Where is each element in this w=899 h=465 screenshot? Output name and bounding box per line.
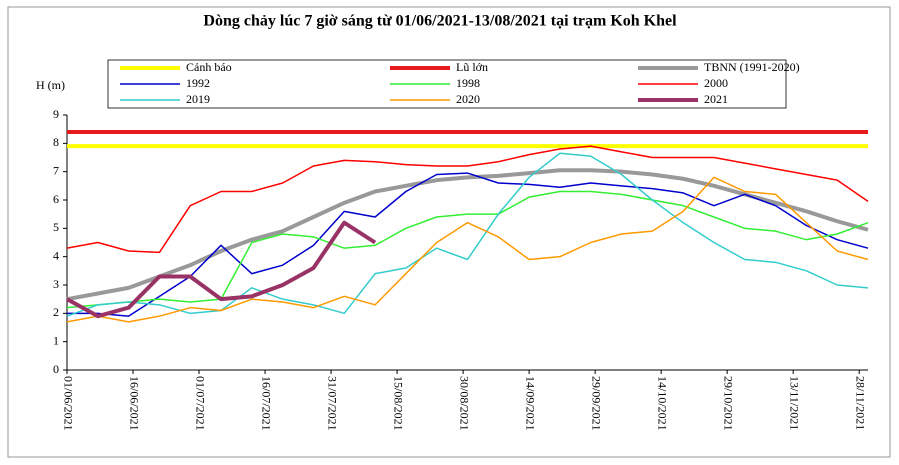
y-tick-label: 5 — [53, 220, 59, 234]
y-tick-label: 1 — [53, 333, 59, 347]
x-tick-label: 01/06/2021 — [61, 376, 75, 431]
x-tick-label: 29/10/2021 — [721, 376, 735, 431]
legend-label: Cảnh báo — [186, 60, 232, 74]
y-tick-label: 7 — [53, 163, 59, 177]
x-tick-label: 28/11/2021 — [853, 376, 867, 430]
y-tick-label: 0 — [53, 362, 59, 376]
y-tick-label: 3 — [53, 277, 59, 291]
legend-label: TBNN (1991-2020) — [704, 60, 800, 74]
series-line — [66, 190, 869, 309]
legend-label: 2000 — [704, 76, 728, 90]
legend-label: 2020 — [456, 92, 480, 106]
x-tick-label: 14/10/2021 — [655, 376, 669, 431]
legend-label: Lũ lớn — [456, 60, 488, 74]
y-tick-label: 8 — [53, 135, 59, 149]
chart-title: Dòng chảy lúc 7 giờ sáng từ 01/06/2021-1… — [203, 13, 677, 30]
legend-label: 2019 — [186, 92, 210, 106]
x-tick-label: 13/11/2021 — [787, 376, 801, 430]
legend-label: 1992 — [186, 76, 210, 90]
x-tick-label: 14/09/2021 — [523, 376, 537, 431]
legend-label: 1998 — [456, 76, 480, 90]
legend-label: 2021 — [704, 92, 728, 106]
x-tick-label: 01/07/2021 — [193, 376, 207, 431]
series-line — [66, 220, 377, 319]
x-tick-label: 30/08/2021 — [457, 376, 471, 431]
series-line — [66, 176, 869, 323]
series-line — [67, 172, 869, 317]
x-tick-label: 31/07/2021 — [325, 376, 339, 431]
x-tick-label: 15/08/2021 — [391, 376, 405, 431]
x-tick-label: 29/09/2021 — [589, 376, 603, 431]
x-tick-label: 16/06/2021 — [127, 376, 141, 431]
y-tick-label: 9 — [53, 107, 59, 121]
y-tick-label: 4 — [53, 248, 59, 262]
series-line — [66, 145, 869, 254]
y-axis-label: H (m) — [36, 78, 65, 92]
series-line — [66, 168, 869, 302]
y-tick-label: 2 — [53, 305, 59, 319]
y-tick-label: 6 — [53, 192, 59, 206]
x-tick-label: 16/07/2021 — [259, 376, 273, 431]
series-line — [66, 152, 869, 317]
